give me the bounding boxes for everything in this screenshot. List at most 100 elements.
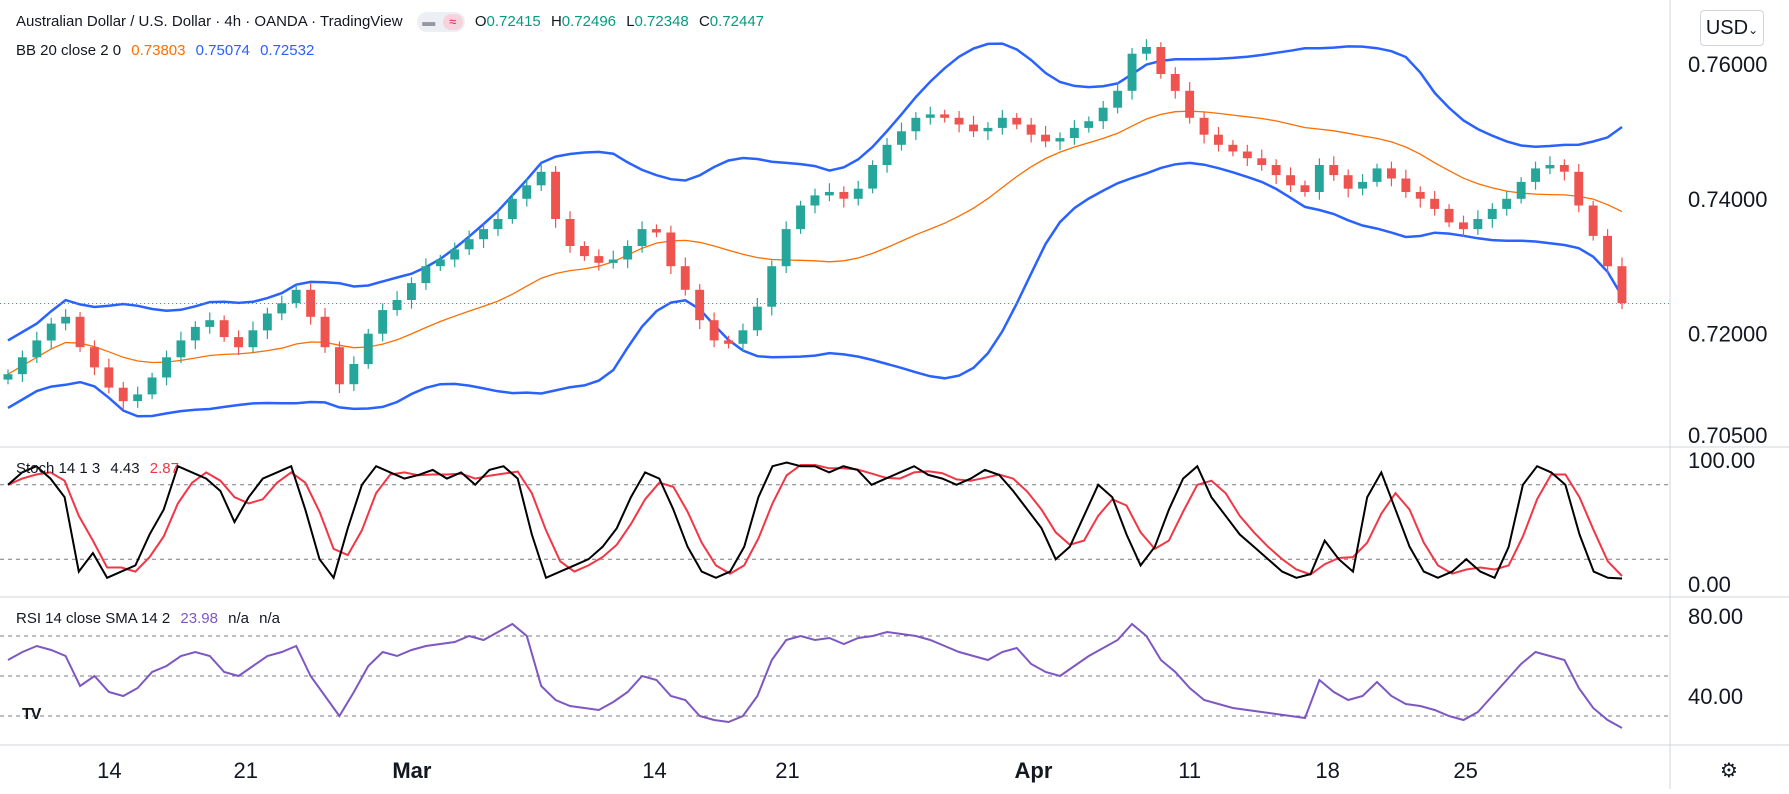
ohlc-open: O0.72415 (474, 12, 541, 30)
rsi-legend[interactable]: RSI 14 close SMA 14 2 23.98 n/a n/a (16, 610, 286, 627)
ohlc-close: C0.72447 (698, 12, 765, 30)
stoch-d-line (7, 464, 1623, 577)
candle-body (248, 330, 258, 348)
candle-body (796, 205, 805, 230)
stoch-tick-label: 0.00 (1688, 572, 1731, 597)
rsi-tick-label: 40.00 (1688, 684, 1743, 709)
rsi-value: 23.98 (180, 610, 218, 627)
stochastic-legend[interactable]: Stoch 14 1 3 4.43 2.87 (16, 460, 185, 477)
candle-body (752, 306, 762, 331)
candle-body (176, 340, 186, 358)
price-tick-label: 0.70500 (1688, 423, 1768, 448)
candle-body (1502, 198, 1512, 209)
candle-body (320, 316, 330, 348)
candle-body (608, 259, 618, 263)
candle-body (147, 377, 157, 395)
candle-body (1156, 47, 1166, 74)
candle-body (1228, 144, 1238, 152)
stochastic-pane[interactable] (0, 461, 1670, 580)
chevron-down-icon: ⌄ (1748, 23, 1759, 37)
candle-body (464, 239, 474, 250)
candle-body (1242, 151, 1252, 159)
candle-body (940, 114, 950, 118)
candle-body (61, 316, 71, 324)
candle-body (262, 313, 272, 331)
candle-body (1487, 208, 1497, 219)
candle-body (1617, 266, 1627, 304)
candle-body (1531, 168, 1540, 182)
candle-body (565, 219, 575, 246)
candle-body (637, 229, 647, 246)
symbol-title[interactable]: Australian Dollar / U.S. Dollar · 4h · O… (16, 12, 403, 30)
candle-body (522, 185, 532, 199)
time-tick-label: 21 (233, 758, 257, 783)
candle-body (104, 367, 114, 388)
candle-body (277, 303, 287, 314)
candle-body (1127, 53, 1137, 91)
candle-body (897, 131, 906, 145)
candle-body (652, 229, 661, 233)
candle-body (1041, 134, 1050, 142)
ohlc-low: L0.72348 (626, 12, 689, 30)
candle-body (3, 374, 13, 380)
rsi-label[interactable]: RSI 14 close SMA 14 2 (16, 610, 171, 627)
candle-body (493, 219, 503, 230)
candle-body (435, 259, 445, 267)
candle-body (1314, 165, 1324, 192)
candle-body (421, 266, 431, 284)
candle-body (1199, 117, 1209, 135)
symbol-legend[interactable]: Australian Dollar / U.S. Dollar · 4h · O… (16, 12, 770, 32)
candle-body (1603, 235, 1612, 267)
stoch-label[interactable]: Stoch 14 1 3 (16, 460, 101, 477)
candle-body (1574, 171, 1584, 206)
candle-body (1358, 181, 1367, 189)
candle-body (1415, 192, 1425, 199)
candle-body (1185, 90, 1195, 118)
candle-body (882, 144, 892, 165)
tradingview-logo[interactable]: TV (22, 706, 41, 723)
currency-button[interactable]: USD⌄ (1700, 10, 1764, 46)
time-tick-label: 25 (1453, 758, 1477, 783)
candle-body (1473, 219, 1483, 230)
candle-body (335, 347, 344, 385)
bb-label[interactable]: BB 20 close 2 0 (16, 42, 122, 59)
candle-body (1459, 222, 1468, 230)
candle-body (680, 266, 690, 290)
candle-body (911, 117, 921, 132)
stoch-d-value: 2.87 (149, 460, 179, 477)
bb-lower-value: 0.72532 (260, 42, 315, 59)
candle-body (1401, 178, 1411, 192)
candle-body (839, 192, 849, 199)
rsi-pane[interactable] (0, 622, 1670, 729)
price-tick-label: 0.72000 (1688, 322, 1768, 347)
candle-body (594, 256, 604, 263)
candle-body (1343, 175, 1353, 189)
candle-body (1444, 208, 1454, 223)
candle-body (162, 357, 171, 378)
candle-body (954, 117, 964, 125)
chart-mode-toggle[interactable]: ▬ ≈ (416, 12, 465, 32)
time-tick-label: 14 (97, 758, 121, 783)
candle-body (507, 198, 517, 219)
candle-body (1559, 165, 1569, 172)
gear-icon[interactable]: ⚙ (1720, 760, 1738, 782)
bb-basis-line (7, 110, 1623, 375)
time-tick-label: 14 (642, 758, 666, 783)
bollinger-legend[interactable]: BB 20 close 2 0 0.73803 0.75074 0.72532 (16, 42, 320, 59)
candle-body (1214, 134, 1223, 145)
price-pane[interactable] (0, 39, 1670, 418)
candle-body (306, 289, 316, 317)
candle-body (695, 289, 705, 321)
candle-body (1142, 47, 1151, 54)
candle-body (781, 229, 791, 267)
stoch-tick-label: 100.00 (1688, 448, 1755, 473)
candle-body (868, 165, 878, 189)
candle-body (363, 333, 373, 365)
candle-body (1271, 165, 1281, 176)
candle-body (925, 114, 935, 118)
bb-lower-line (7, 161, 1624, 418)
time-tick-label: 21 (775, 758, 799, 783)
candle-body (291, 289, 301, 304)
